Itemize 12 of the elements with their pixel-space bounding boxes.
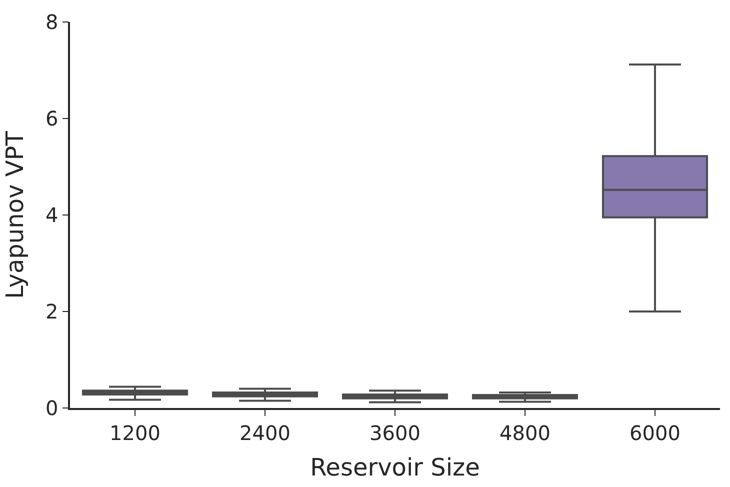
x-tick-label: 2400 bbox=[240, 420, 290, 445]
x-tick-label: 1200 bbox=[110, 420, 160, 445]
y-tick-label: 0 bbox=[46, 396, 58, 420]
y-axis-title: Lyapunov VPT bbox=[1, 130, 30, 299]
y-tick-label: 4 bbox=[46, 203, 58, 227]
y-tick-label: 8 bbox=[46, 10, 58, 34]
x-tick-label: 6000 bbox=[630, 420, 680, 445]
y-tick-label: 2 bbox=[46, 300, 58, 324]
x-tick-label: 3600 bbox=[370, 420, 420, 445]
y-tick-label: 6 bbox=[46, 106, 58, 130]
x-tick-label: 4800 bbox=[500, 420, 550, 445]
x-axis-title: Reservoir Size bbox=[310, 454, 480, 482]
